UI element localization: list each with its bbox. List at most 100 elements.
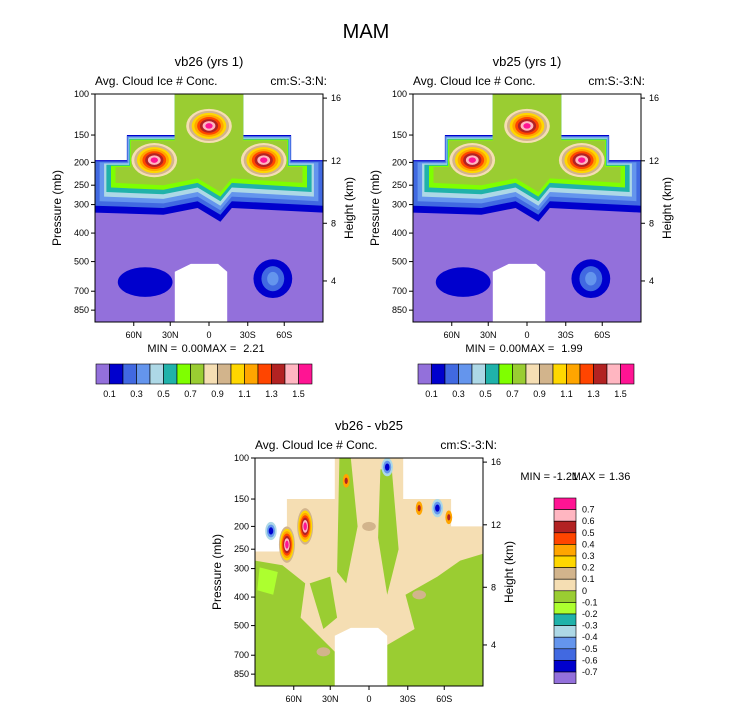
colorbar-swatch <box>458 363 473 385</box>
y-right-tick-label: 16 <box>491 457 501 467</box>
max-value: 2.21 <box>243 343 264 355</box>
colorbar-label: 0.7 <box>506 389 519 399</box>
min-label: MIN = <box>520 471 550 483</box>
colorbar-swatch <box>217 363 232 385</box>
colorbar-label: 1.5 <box>614 389 627 399</box>
colorbar-label: 0.7 <box>582 505 595 515</box>
y-right-tick-label: 16 <box>331 93 341 103</box>
max-value: 1.99 <box>561 343 582 355</box>
colorbar-swatch <box>553 544 577 557</box>
colorbar-label: -0.6 <box>582 655 598 665</box>
y-tick-label: 150 <box>234 494 249 504</box>
colorbar-label: 0.7 <box>184 389 197 399</box>
panel-difference: vb26 - vb25 Avg. Cloud Ice # Conc. cm:S:-3… <box>210 418 630 704</box>
colorbar-swatch <box>136 363 151 385</box>
panel-title: vb25 (yrs 1) <box>493 54 562 69</box>
colorbar-label: 0.1 <box>582 574 595 584</box>
colorbar-label: 1.1 <box>560 389 573 399</box>
colorbar-swatch <box>552 363 567 385</box>
colorbar-swatch <box>553 613 577 626</box>
y-right-tick-label: 16 <box>649 93 659 103</box>
colorbar-swatch <box>553 590 577 603</box>
colorbar-label: 1.3 <box>265 389 278 399</box>
colorbar-swatch <box>471 363 486 385</box>
contour-band <box>417 504 421 512</box>
colorbar-swatch <box>553 625 577 638</box>
y-tick-label: 700 <box>74 286 89 296</box>
contour-band <box>578 157 586 163</box>
x-tick-label: 0 <box>366 694 371 704</box>
colorbar-label: 0.3 <box>452 389 465 399</box>
colorbar-label: 0.1 <box>425 389 438 399</box>
colorbar-swatch <box>579 363 594 385</box>
panel-subtitle-left: Avg. Cloud Ice # Conc. <box>413 74 536 88</box>
colorbar: 0.1 0.3 0.5 0.7 0.9 1.1 1.3 1.5 <box>417 363 635 399</box>
colorbar-swatch <box>553 660 577 673</box>
y-tick-label: 150 <box>392 130 407 140</box>
y-tick-label: 500 <box>392 257 407 267</box>
contour-band <box>205 123 213 129</box>
contour-band <box>378 469 399 595</box>
y-right-tick-label: 8 <box>649 218 654 228</box>
panel-vb25: vb25 (yrs 1) Avg. Cloud Ice # Conc. cm:S:-… <box>368 54 674 399</box>
y-tick-label: 850 <box>74 305 89 315</box>
contour-band <box>303 522 307 531</box>
max-value: 1.36 <box>609 471 630 483</box>
y-axis-right-label: Height (km) <box>342 177 356 239</box>
x-tick-label: 60S <box>594 330 610 340</box>
colorbar-swatch <box>553 532 577 545</box>
colorbar-swatch <box>512 363 527 385</box>
colorbar-swatch <box>553 648 577 661</box>
colorbar-label: 0.1 <box>103 389 116 399</box>
y-axis-label: Pressure (mb) <box>210 534 224 610</box>
y-tick-label: 300 <box>74 200 89 210</box>
colorbar-swatch <box>539 363 554 385</box>
colorbar-swatch <box>553 578 577 592</box>
colorbar-swatch <box>593 363 608 385</box>
contour-band <box>255 560 335 686</box>
colorbar-label: -0.1 <box>582 597 598 607</box>
colorbar-label: 1.3 <box>587 389 600 399</box>
y-right-tick-label: 4 <box>649 276 654 286</box>
colorbar-swatch <box>298 363 313 385</box>
colorbar-label: 0.3 <box>582 551 595 561</box>
colorbar-label: -0.2 <box>582 609 598 619</box>
min-label: MIN = <box>465 343 495 355</box>
y-tick-label: 250 <box>392 180 407 190</box>
x-tick-label: 60S <box>436 694 452 704</box>
y-tick-label: 400 <box>74 228 89 238</box>
y-axis-label: Pressure (mb) <box>50 170 64 246</box>
y-right-tick-label: 12 <box>649 156 659 166</box>
contour-band <box>387 553 483 686</box>
y-tick-label: 500 <box>74 257 89 267</box>
y-right-tick-label: 4 <box>331 276 336 286</box>
y-tick-label: 200 <box>392 157 407 167</box>
colorbar-swatch <box>553 671 577 684</box>
contour-band <box>447 514 451 521</box>
x-tick-label: 30N <box>480 330 497 340</box>
y-tick-label: 250 <box>74 180 89 190</box>
x-tick-label: 0 <box>524 330 529 340</box>
colorbar-swatch <box>444 363 459 385</box>
panel-vb26: vb26 (yrs 1) Avg. Cloud Ice # Conc. cm:S:-… <box>50 54 356 399</box>
y-tick-label: 100 <box>74 89 89 99</box>
contour-band <box>268 527 274 535</box>
colorbar-label: 0.2 <box>582 563 595 573</box>
y-tick-label: 500 <box>234 621 249 631</box>
contour-band <box>117 267 173 297</box>
y-right-tick-label: 4 <box>491 640 496 650</box>
min-value: 0.00 <box>500 343 521 355</box>
missing-data-region <box>174 263 228 322</box>
y-tick-label: 300 <box>234 564 249 574</box>
x-tick-label: 60N <box>286 694 303 704</box>
contour-band <box>260 157 268 163</box>
colorbar-swatch <box>525 363 540 385</box>
panel-subtitle-left: Avg. Cloud Ice # Conc. <box>95 74 218 88</box>
contour-band <box>435 267 491 297</box>
colorbar-label: 0.5 <box>582 528 595 538</box>
colorbar-label: -0.4 <box>582 632 598 642</box>
y-right-tick-label: 12 <box>331 156 341 166</box>
min-value: -1.21 <box>553 471 578 483</box>
